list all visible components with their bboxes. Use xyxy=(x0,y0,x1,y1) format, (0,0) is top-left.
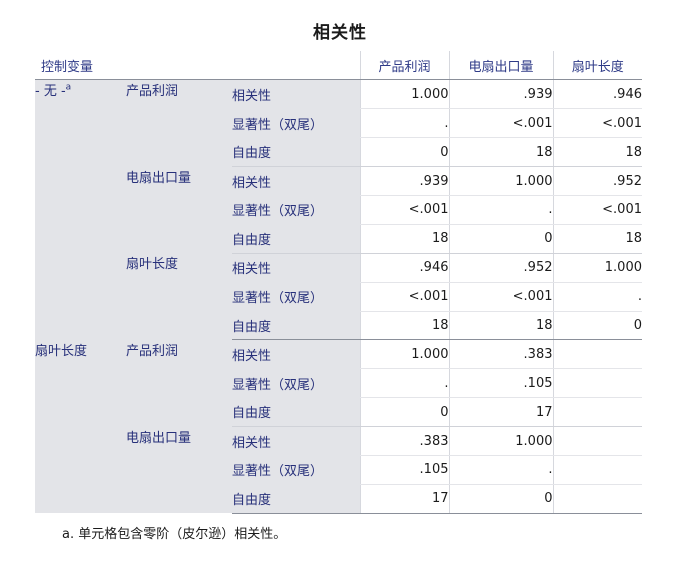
statistic-label: 相关性 xyxy=(232,166,360,196)
table-cell xyxy=(552,426,642,456)
table-row: 显著性（双尾） <.001 <.001. xyxy=(35,282,642,312)
table-cell: .946 xyxy=(359,253,449,283)
statistic-label: 显著性（双尾） xyxy=(232,108,360,138)
header-row: 控制变量 产品利润 电扇出口量 扇叶长度 xyxy=(35,51,642,81)
table-cell: <.001 xyxy=(359,282,449,312)
table-row: 自由度 0 18 18 xyxy=(35,137,642,168)
table-cell: .946 xyxy=(552,79,642,110)
variable-label: 产品利润 xyxy=(126,79,232,167)
table-cell: .383 xyxy=(448,339,553,370)
table-cell: .105 xyxy=(448,368,553,399)
table-cell: 18 xyxy=(359,224,449,254)
table-cell: 18 xyxy=(448,137,553,168)
table-row: 扇叶长度 相关性 .946.952 1.000 xyxy=(35,253,642,340)
table-cell: <.001 xyxy=(448,108,553,139)
statistic-label: 自由度 xyxy=(232,484,360,514)
control-variable-header: 控制变量 xyxy=(35,51,360,81)
table-cell: 0 xyxy=(448,224,553,254)
table-cell: 0 xyxy=(552,311,642,341)
table-cell xyxy=(552,397,642,428)
correlation-table: 控制变量 产品利润 电扇出口量 扇叶长度 - 无 -a 产品利润 相关性 1.000.… xyxy=(35,51,642,514)
table-title: 相关性 xyxy=(313,23,367,43)
table-cell: . xyxy=(359,368,449,399)
table-cell: . xyxy=(552,282,642,312)
table-row: - 无 -a 产品利润 相关性 1.000.939.946 xyxy=(35,79,642,340)
statistic-label: 相关性 xyxy=(232,426,360,456)
control-variable-label: 扇叶长度 xyxy=(35,339,126,514)
table-row: 显著性（双尾）. <.001 <.001 xyxy=(35,108,642,139)
table-cell: 1.000 xyxy=(552,253,642,283)
variable-label: 扇叶长度 xyxy=(126,253,232,340)
table-cell: <.001 xyxy=(552,108,642,139)
statistic-label: 显著性（双尾） xyxy=(232,195,360,225)
column-header-blade-length: 扇叶长度 xyxy=(552,51,642,81)
statistic-label: 相关性 xyxy=(232,253,360,283)
variable-label: 电扇出口量 xyxy=(126,426,232,514)
table-cell: 0 xyxy=(359,397,449,428)
table-cell: 18 xyxy=(359,311,449,341)
table-cell: 1.000 xyxy=(448,426,553,456)
table-cell: 1.000 xyxy=(448,166,553,196)
column-header-profit: 产品利润 xyxy=(359,51,449,81)
table-row: 显著性（双尾）. .105 xyxy=(35,368,642,399)
table-cell: . xyxy=(448,455,553,485)
table-row: 自由度 18 18 0 xyxy=(35,311,642,341)
statistic-label: 自由度 xyxy=(232,137,360,168)
statistic-label: 自由度 xyxy=(232,311,360,341)
column-header-fan-export: 电扇出口量 xyxy=(448,51,553,81)
table-row: 显著性（双尾） .105. xyxy=(35,455,642,485)
table-row: 电扇出口量 相关性 .939 1.000.952 xyxy=(35,166,642,254)
table-cell: 0 xyxy=(359,137,449,168)
statistic-label: 自由度 xyxy=(232,224,360,254)
statistic-label: 显著性（双尾） xyxy=(232,368,360,398)
table-row: 自由度 18 0 18 xyxy=(35,224,642,254)
table-cell: .105 xyxy=(359,455,449,485)
table-row: 显著性（双尾） <.001. <.001 xyxy=(35,195,642,225)
footnote: a. 单元格包含零阶（皮尔逊）相关性。 xyxy=(62,527,287,542)
table-cell: . xyxy=(359,108,449,139)
table-cell: 1.000 xyxy=(359,79,449,110)
table-cell xyxy=(552,368,642,399)
table-cell: 17 xyxy=(359,484,449,514)
statistic-label: 自由度 xyxy=(232,397,360,428)
statistic-label: 显著性（双尾） xyxy=(232,455,360,485)
table-cell: <.001 xyxy=(448,282,553,312)
variable-label: 电扇出口量 xyxy=(126,166,232,254)
variable-label: 产品利润 xyxy=(126,339,232,427)
table-cell: 18 xyxy=(448,311,553,341)
table-cell: 1.000 xyxy=(359,339,449,370)
table-cell: 0 xyxy=(448,484,553,514)
table-row: 扇叶长度 产品利润 相关性 1.000.383 xyxy=(35,339,642,514)
table-cell xyxy=(552,455,642,485)
table-cell: .939 xyxy=(448,79,553,110)
control-variable-label: - 无 -a xyxy=(35,79,126,340)
table-cell: <.001 xyxy=(359,195,449,225)
table-cell: 18 xyxy=(552,224,642,254)
statistic-label: 相关性 xyxy=(232,339,360,369)
footnote-marker: a xyxy=(65,83,72,94)
table-row: 自由度 0 17 xyxy=(35,397,642,428)
table-cell: 17 xyxy=(448,397,553,428)
table-cell: . xyxy=(448,195,553,225)
table-cell: .952 xyxy=(552,166,642,196)
table-cell: .383 xyxy=(359,426,449,456)
table-cell: .952 xyxy=(448,253,553,283)
table-cell xyxy=(552,484,642,514)
table-cell: .939 xyxy=(359,166,449,196)
statistic-label: 显著性（双尾） xyxy=(232,282,360,312)
table-cell: 18 xyxy=(552,137,642,168)
statistic-label: 相关性 xyxy=(232,79,360,109)
table-row: 电扇出口量 相关性 .383 1.000 xyxy=(35,426,642,514)
table-row: 自由度 17 0 xyxy=(35,484,642,514)
table-cell: <.001 xyxy=(552,195,642,225)
table-cell xyxy=(552,339,642,370)
